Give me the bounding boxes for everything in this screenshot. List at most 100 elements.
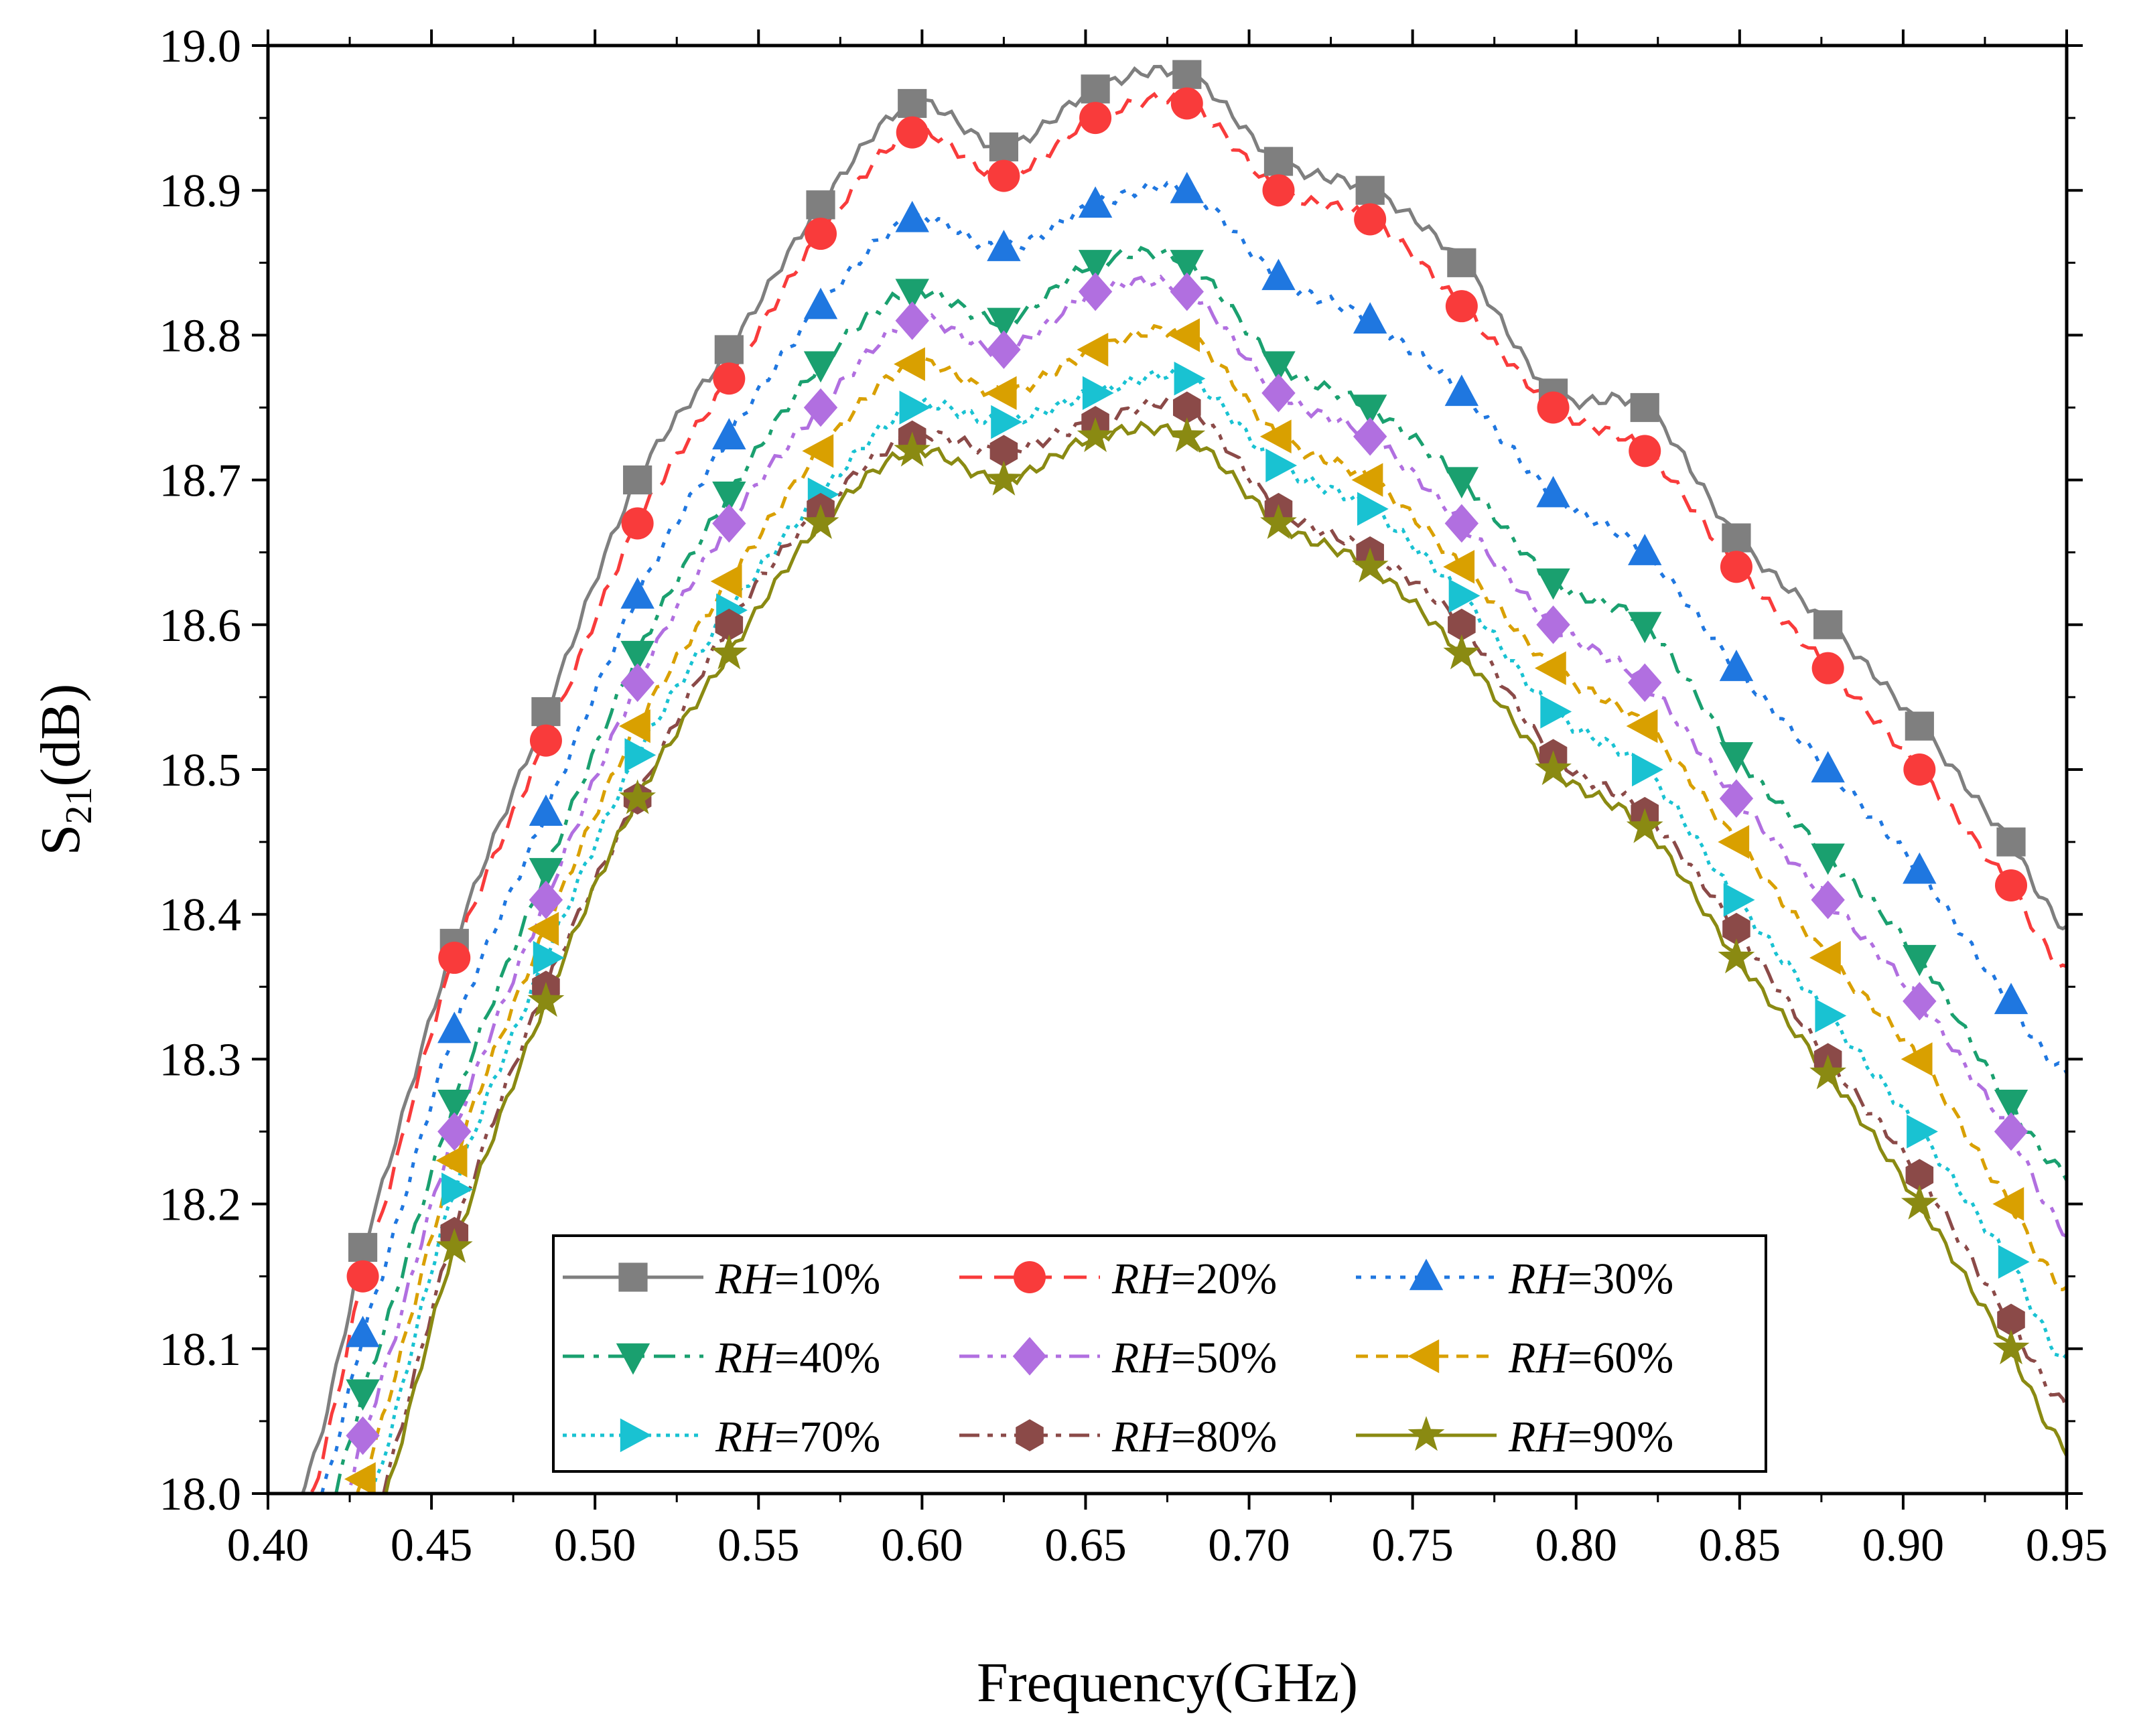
data-point [435, 1143, 468, 1177]
legend-item: RH=90% [1356, 1413, 1673, 1461]
data-point [1901, 1042, 1933, 1076]
legend-item: RH=10% [563, 1254, 880, 1303]
data-point [1536, 476, 1570, 508]
data-point [620, 640, 655, 672]
data-point [991, 405, 1023, 439]
data-point [437, 1090, 472, 1121]
legend-marker [1016, 1419, 1044, 1451]
data-point [1905, 711, 1934, 741]
x-tick-label: 0.70 [1208, 1520, 1290, 1571]
x-tick-label: 0.65 [1044, 1520, 1127, 1571]
data-point [1537, 391, 1570, 424]
data-point [1077, 417, 1114, 453]
data-point [1444, 504, 1479, 543]
legend-label-prefix: RH [715, 1333, 776, 1382]
legend-label: RH=30% [1508, 1254, 1673, 1303]
data-point [712, 418, 746, 449]
data-point [437, 1011, 472, 1043]
data-point [1261, 351, 1296, 383]
data-point [1994, 1112, 2028, 1151]
data-point [1903, 982, 1937, 1021]
legend-label-prefix: RH [715, 1413, 776, 1461]
legend-label-value: =40% [774, 1333, 880, 1382]
data-point [1172, 60, 1202, 89]
data-point [1351, 547, 1389, 583]
data-point [712, 504, 746, 543]
data-point [1719, 779, 1754, 818]
legend-label: RH=70% [715, 1413, 880, 1461]
data-point [1353, 302, 1387, 334]
data-point [529, 724, 562, 757]
x-tick-label: 0.85 [1699, 1520, 1781, 1571]
data-point [1994, 983, 2028, 1015]
data-point [987, 159, 1020, 192]
data-point [1811, 652, 1844, 684]
data-point [1809, 940, 1841, 975]
y-tick-label: 18.1 [159, 1324, 242, 1376]
data-point [1534, 651, 1566, 685]
data-point [435, 1228, 473, 1263]
data-point [985, 460, 1022, 496]
data-point [621, 507, 654, 540]
data-point [1174, 362, 1206, 396]
data-point [1719, 742, 1754, 774]
data-point [987, 230, 1021, 261]
data-point [895, 301, 929, 340]
data-point [1998, 1244, 2030, 1279]
data-point [989, 435, 1018, 467]
data-point [344, 1462, 376, 1494]
y-tick-label: 18.7 [159, 455, 242, 507]
data-point [620, 663, 655, 703]
data-point [710, 634, 748, 670]
legend-label-value: =70% [774, 1413, 880, 1461]
legend-item: RH=40% [563, 1333, 880, 1382]
y-axis-title-base: S [29, 824, 92, 856]
data-point [1265, 448, 1298, 483]
legend-label-value: =80% [1171, 1413, 1277, 1461]
data-point [1262, 174, 1295, 207]
series-line-9 [384, 420, 2067, 1494]
series-line-5 [346, 274, 2067, 1494]
legend-box [552, 1234, 1767, 1473]
data-point [803, 287, 838, 319]
data-point [1903, 852, 1937, 884]
y-tick-label: 18.9 [159, 165, 242, 217]
data-point [1351, 463, 1383, 497]
legend-label: RH=40% [715, 1333, 880, 1382]
data-point [1444, 467, 1479, 499]
legend-label-value: =20% [1171, 1254, 1277, 1303]
legend-marker [1407, 1416, 1445, 1451]
data-point [713, 362, 746, 395]
data-point [1992, 1187, 2024, 1221]
data-point [1447, 248, 1476, 277]
data-point [437, 1112, 472, 1151]
legend-item: RH=20% [959, 1254, 1277, 1303]
data-point [802, 434, 834, 468]
data-point [1443, 550, 1475, 584]
legend-label-value: =60% [1568, 1333, 1673, 1382]
x-tick-label: 0.80 [1535, 1520, 1617, 1571]
legend-label-prefix: RH [1508, 1333, 1570, 1382]
data-point [1444, 374, 1479, 407]
data-point [1907, 1114, 1938, 1149]
data-point [894, 431, 931, 467]
data-point [1901, 1184, 1938, 1220]
data-point [1445, 290, 1478, 323]
data-point [1261, 259, 1296, 291]
data-point [1170, 272, 1204, 311]
data-point [1997, 1303, 2025, 1336]
legend-marker [618, 1262, 648, 1292]
data-point [803, 388, 838, 427]
x-tick-label: 0.45 [391, 1520, 473, 1571]
y-tick-label: 18.0 [159, 1469, 242, 1520]
data-point [1811, 880, 1845, 920]
data-point [1905, 1159, 1934, 1191]
data-point [344, 1546, 381, 1581]
data-point [715, 608, 744, 641]
data-point [533, 940, 565, 975]
data-point [1168, 318, 1200, 352]
data-point [1903, 753, 1936, 786]
axis-layer: 0.40 0.45 0.50 0.55 0.60 0.65 0.70 0.75 0.80 0.85… [159, 21, 2108, 1571]
data-point [1354, 203, 1387, 236]
legend-item: RH=30% [1356, 1254, 1673, 1303]
